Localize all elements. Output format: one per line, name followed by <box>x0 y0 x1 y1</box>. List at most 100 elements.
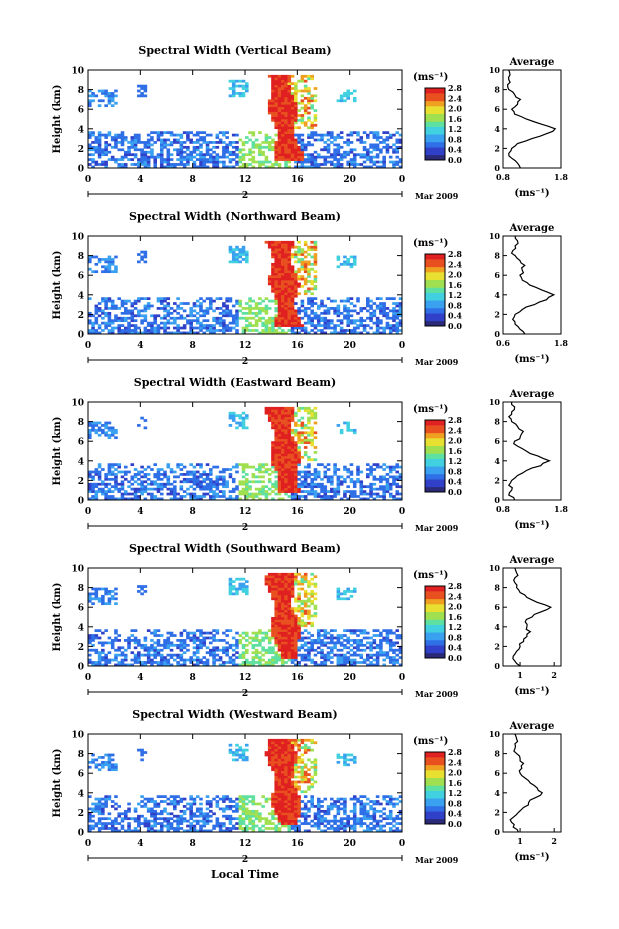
heatmap-cell <box>294 153 298 157</box>
heatmap-cell <box>271 451 275 454</box>
colorbar-swatch <box>425 118 445 122</box>
heatmap-cell <box>303 309 308 313</box>
heatmap-cell <box>228 245 233 249</box>
heatmap-cell <box>280 265 285 269</box>
heatmap-cell <box>339 153 344 157</box>
heatmap-cell <box>290 92 295 95</box>
heatmap-cell <box>333 629 337 632</box>
heatmap-cell <box>297 446 301 449</box>
heatmap-cell <box>307 411 311 415</box>
heatmap-cell <box>300 485 305 489</box>
heatmap-cell <box>277 133 282 137</box>
heatmap-cell <box>228 424 233 427</box>
heatmap-cell <box>235 590 239 593</box>
heatmap-cell <box>110 428 115 432</box>
heatmap-cell <box>277 143 282 147</box>
heatmap-cell <box>297 326 301 330</box>
heatmap-cell <box>313 414 318 417</box>
heatmap-cell <box>294 145 298 149</box>
heatmap-cell <box>215 646 220 650</box>
heatmap-cell <box>320 482 324 486</box>
heatmap-cell <box>349 653 354 657</box>
heatmap-cell <box>271 138 275 142</box>
heatmap-cell <box>385 480 390 484</box>
heatmap-cell <box>182 651 187 655</box>
heatmap-cell <box>323 634 328 637</box>
heatmap-cell <box>231 580 236 583</box>
heatmap-cell <box>271 575 275 579</box>
heatmap-cell <box>280 643 285 647</box>
heatmap-cell <box>146 143 151 147</box>
heatmap-cell <box>274 265 279 269</box>
heatmap-cell <box>290 311 295 315</box>
heatmap-cell <box>277 406 282 410</box>
heatmap-cell <box>271 619 275 623</box>
heatmap-cell <box>349 658 354 662</box>
heatmap-cell <box>274 111 279 115</box>
heatmap-cell <box>202 319 207 323</box>
heatmap-cell <box>241 643 246 647</box>
heatmap-cell <box>326 490 331 493</box>
heatmap-cell <box>271 106 275 110</box>
heatmap-cell <box>159 299 164 303</box>
heatmap-cell <box>303 314 308 318</box>
heatmap-cell <box>235 465 239 469</box>
heatmap-cell <box>264 326 269 330</box>
heatmap-cell <box>264 636 269 640</box>
x-tick-label: 12 <box>239 507 252 517</box>
heatmap-cell <box>326 463 331 466</box>
heatmap-cell <box>287 329 292 332</box>
heatmap-cell <box>218 658 223 662</box>
heatmap-cell <box>290 94 295 98</box>
heatmap-cell <box>333 299 337 303</box>
heatmap-cell <box>369 485 373 489</box>
heatmap-cell <box>140 92 144 95</box>
heatmap-cell <box>382 307 386 310</box>
colorbar-swatch <box>425 284 445 288</box>
heatmap-cell <box>146 661 151 664</box>
heatmap-cell <box>280 609 285 613</box>
heatmap-cell <box>379 651 383 655</box>
heatmap-cell <box>212 639 216 642</box>
heatmap-cell <box>101 482 105 486</box>
heatmap-cell <box>339 299 344 303</box>
heatmap-cell <box>271 453 275 457</box>
heatmap-cell <box>366 475 370 479</box>
heatmap-cell <box>209 324 213 327</box>
heatmap-cell <box>303 265 308 269</box>
heatmap-cell <box>290 302 295 305</box>
heatmap-cell <box>382 163 386 166</box>
colorbar-swatch <box>425 323 445 327</box>
heatmap-cell <box>379 160 383 164</box>
heatmap-cell <box>303 84 308 88</box>
heatmap-cell <box>146 324 151 327</box>
heatmap-cell <box>346 475 350 479</box>
heatmap-cell <box>199 158 203 161</box>
x-tick-label: 0 <box>85 673 91 683</box>
colorbar-swatch <box>425 149 445 153</box>
heatmap-cell <box>88 158 92 161</box>
heatmap-cell <box>176 324 180 327</box>
heatmap-cell <box>294 292 298 296</box>
heatmap-cell <box>297 419 301 422</box>
heatmap-cell <box>313 297 318 300</box>
heatmap-cell <box>222 165 226 169</box>
colorbar-swatch <box>425 290 445 293</box>
heatmap-cell <box>290 636 295 640</box>
heatmap-cell <box>339 597 344 601</box>
heatmap-cell <box>359 138 364 142</box>
heatmap-cell <box>303 282 308 286</box>
heatmap-cell <box>274 155 279 159</box>
heatmap-cell <box>258 309 262 313</box>
heatmap-cell <box>110 262 115 266</box>
heatmap-cell <box>379 485 383 489</box>
heatmap-cell <box>287 155 292 159</box>
heatmap-cell <box>274 470 279 474</box>
heatmap-cell <box>303 111 308 115</box>
heatmap-cell <box>356 653 360 657</box>
heatmap-cell <box>313 116 318 120</box>
heatmap-cell <box>114 656 118 659</box>
heatmap-cell <box>284 490 288 493</box>
heatmap-cell <box>280 287 285 291</box>
heatmap-cell <box>352 319 357 323</box>
